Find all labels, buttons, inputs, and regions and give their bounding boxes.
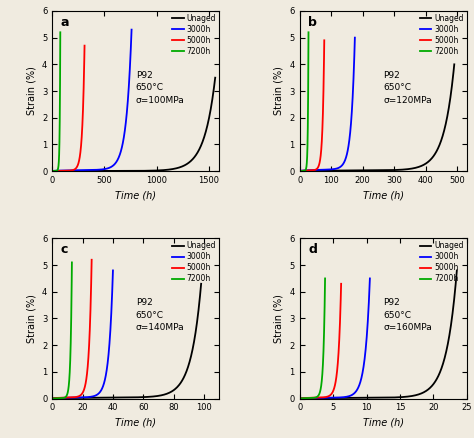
Text: P92
650°C
σ=120MPa: P92 650°C σ=120MPa: [383, 71, 432, 105]
Y-axis label: Strain (%): Strain (%): [274, 67, 284, 116]
Text: a: a: [61, 16, 69, 29]
Text: P92
650°C
σ=160MPa: P92 650°C σ=160MPa: [383, 298, 432, 332]
Text: c: c: [61, 243, 68, 256]
X-axis label: Time (h): Time (h): [115, 191, 156, 201]
Legend: Unaged, 3000h, 5000h, 7200h: Unaged, 3000h, 5000h, 7200h: [172, 241, 217, 284]
X-axis label: Time (h): Time (h): [363, 191, 404, 201]
Legend: Unaged, 3000h, 5000h, 7200h: Unaged, 3000h, 5000h, 7200h: [419, 241, 465, 284]
Text: P92
650°C
σ=140MPa: P92 650°C σ=140MPa: [136, 298, 184, 332]
X-axis label: Time (h): Time (h): [363, 418, 404, 428]
Text: b: b: [308, 16, 317, 29]
Y-axis label: Strain (%): Strain (%): [27, 294, 36, 343]
Text: P92
650°C
σ=100MPa: P92 650°C σ=100MPa: [136, 71, 184, 105]
Text: d: d: [308, 243, 317, 256]
Legend: Unaged, 3000h, 5000h, 7200h: Unaged, 3000h, 5000h, 7200h: [172, 13, 217, 57]
Y-axis label: Strain (%): Strain (%): [27, 67, 36, 116]
Y-axis label: Strain (%): Strain (%): [274, 294, 284, 343]
X-axis label: Time (h): Time (h): [115, 418, 156, 428]
Legend: Unaged, 3000h, 5000h, 7200h: Unaged, 3000h, 5000h, 7200h: [419, 13, 465, 57]
